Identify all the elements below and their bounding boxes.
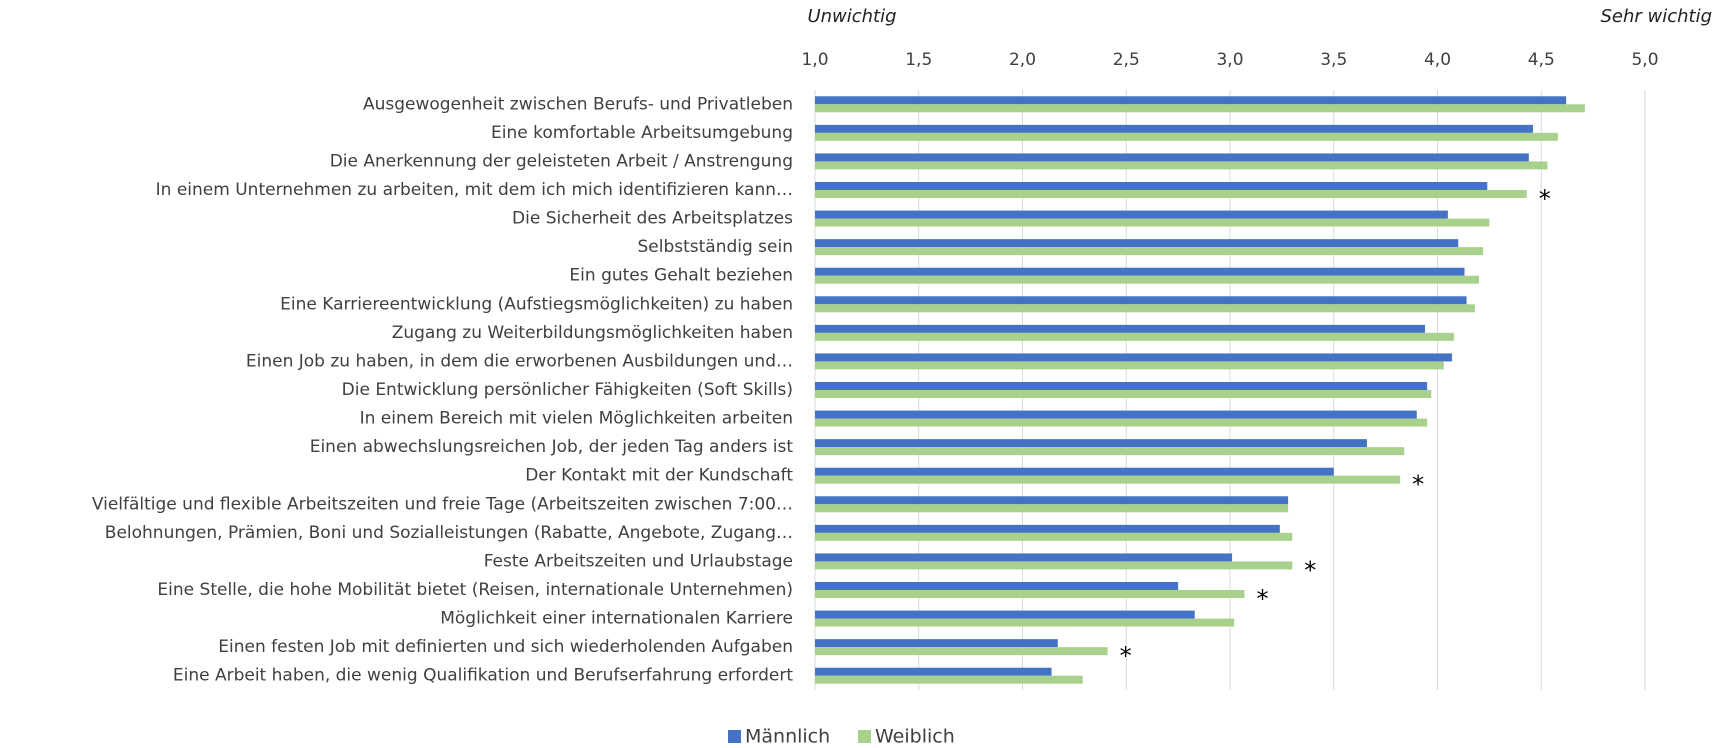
y-tick-label: Eine Arbeit haben, die wenig Qualifikati…: [173, 666, 793, 686]
bar: [815, 418, 1428, 427]
bar: [815, 675, 1083, 684]
bar: [815, 161, 1548, 170]
bar: [815, 353, 1453, 362]
y-tick-label: Die Sicherheit des Arbeitsplatzes: [512, 209, 793, 229]
bar: [815, 218, 1490, 227]
y-tick-label: Selbstständig sein: [637, 237, 793, 257]
bar: [815, 239, 1459, 248]
y-tick-label: Vielfältige und flexible Arbeitszeiten u…: [92, 494, 793, 514]
bar: [815, 553, 1233, 562]
bar: [815, 647, 1108, 656]
x-tick-label: 1,5: [905, 50, 932, 70]
bar: [815, 590, 1245, 598]
bar: [815, 639, 1058, 648]
significance-mark: *: [1412, 471, 1424, 499]
bar: [815, 96, 1567, 105]
y-tick-label: Ausgewogenheit zwischen Berufs- und Priv…: [363, 94, 793, 114]
bar: [815, 275, 1479, 284]
y-tick-label: Ein gutes Gehalt beziehen: [569, 266, 793, 286]
y-tick-label: Möglichkeit einer internationalen Karrie…: [440, 609, 793, 629]
bar: [815, 467, 1334, 476]
bar: [815, 410, 1417, 419]
y-tick-label: Einen Job zu haben, in dem die erworbene…: [246, 351, 793, 371]
bar: [815, 582, 1179, 590]
y-tick-label: Einen festen Job mit definierten und sic…: [218, 637, 793, 657]
bar: [815, 247, 1484, 256]
bar: [815, 296, 1467, 305]
y-tick-label: Zugang zu Weiterbildungsmöglichkeiten ha…: [392, 323, 793, 343]
y-tick-label: Einen abwechslungsreichen Job, der jeden…: [310, 437, 794, 457]
bar: [815, 439, 1367, 448]
bar: [815, 667, 1052, 676]
x-tick-label: 4,0: [1424, 50, 1451, 70]
bar: [815, 361, 1444, 370]
y-tick-label: Belohnungen, Prämien, Boni und Soziallei…: [105, 523, 793, 543]
bar: [815, 524, 1280, 533]
y-tick-label: Die Entwicklung persönlicher Fähigkeiten…: [342, 380, 793, 400]
x-tick-label: 4,5: [1528, 50, 1555, 70]
bar: [815, 447, 1405, 456]
x-tick-label: 1,0: [801, 50, 828, 70]
bar: [815, 504, 1289, 513]
legend-swatch: [728, 730, 741, 743]
bar: [815, 132, 1558, 141]
bar: [815, 153, 1529, 162]
bar: [815, 610, 1195, 619]
y-tick-label: Eine Stelle, die hohe Mobilität bietet (…: [157, 580, 793, 600]
bar: [815, 532, 1293, 541]
bar: [815, 190, 1527, 198]
legend-swatch: [858, 730, 871, 743]
legend-label: Männlich: [745, 726, 830, 748]
y-tick-label: In einem Unternehmen zu arbeiten, mit de…: [156, 180, 793, 200]
x-tick-label: 2,5: [1113, 50, 1140, 70]
x-tick-label: 2,0: [1009, 50, 1036, 70]
x-tick-label: 3,5: [1320, 50, 1347, 70]
x-tick-label: 3,0: [1216, 50, 1243, 70]
bar: [815, 267, 1465, 276]
axis-label-right: Sehr wichtig: [1600, 6, 1712, 27]
bar: [815, 618, 1235, 627]
y-tick-label: Eine komfortable Arbeitsumgebung: [491, 123, 793, 143]
y-tick-label: Der Kontakt mit der Kundschaft: [525, 466, 793, 486]
axis-label-left: Unwichtig: [807, 6, 896, 27]
y-tick-label: Eine Karriereentwicklung (Aufstiegsmögli…: [280, 294, 793, 314]
bar: [815, 182, 1488, 190]
significance-mark: *: [1304, 556, 1316, 584]
bar: [815, 124, 1533, 133]
bar: [815, 304, 1475, 313]
bar: [815, 104, 1585, 113]
bar: [815, 475, 1401, 484]
y-tick-label: Die Anerkennung der geleisteten Arbeit /…: [330, 151, 793, 171]
significance-mark: *: [1120, 642, 1132, 670]
bar: [815, 496, 1289, 505]
significance-mark: *: [1257, 585, 1269, 613]
y-tick-label: In einem Bereich mit vielen Möglichkeite…: [360, 409, 793, 429]
legend-label: Weiblich: [875, 726, 955, 748]
bar: [815, 210, 1448, 219]
bar: [815, 332, 1455, 341]
y-tick-label: Feste Arbeitszeiten und Urlaubstage: [484, 551, 793, 571]
bar: [815, 324, 1426, 333]
bar: [815, 561, 1293, 570]
bar: [815, 382, 1428, 390]
x-tick-label: 5,0: [1631, 50, 1658, 70]
significance-mark: *: [1539, 185, 1551, 213]
bar: [815, 390, 1432, 398]
